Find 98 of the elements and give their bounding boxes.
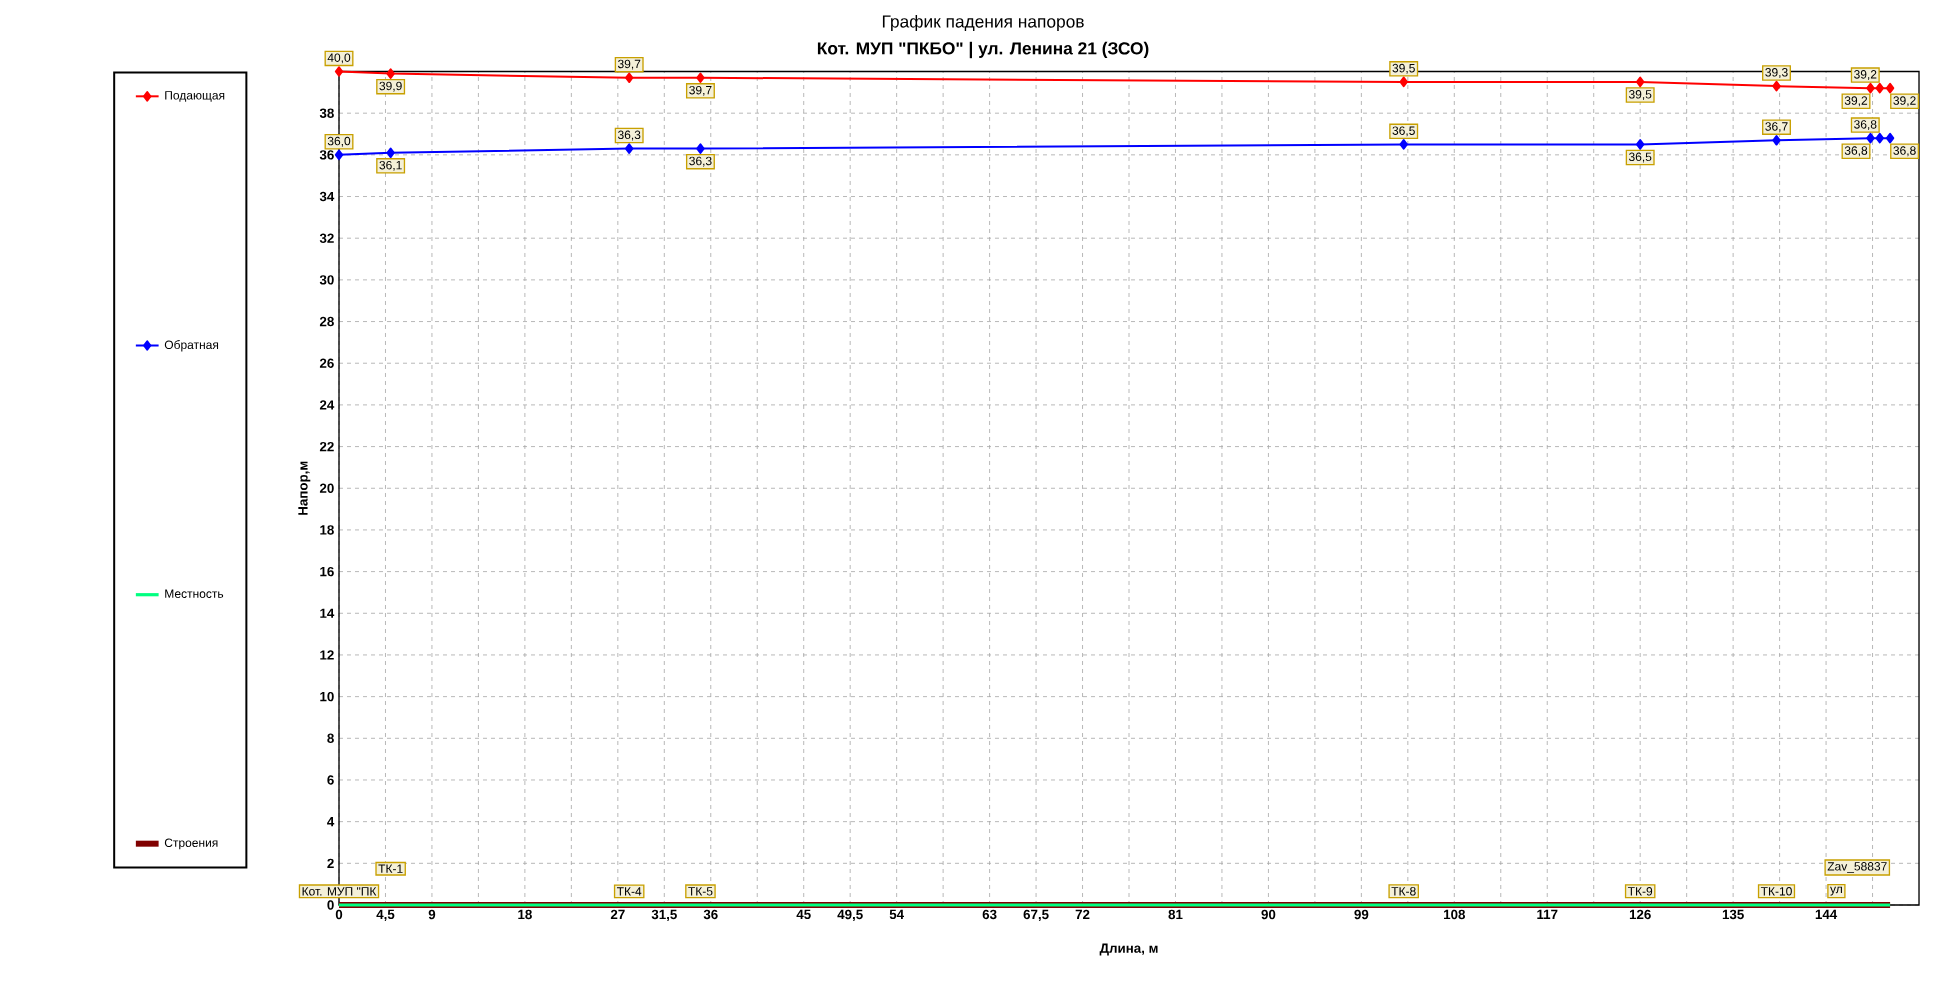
point — [1885, 82, 1895, 94]
y-tick-label: 34 — [319, 191, 335, 202]
point — [1772, 80, 1781, 92]
data-label: 36,8 — [1893, 146, 1916, 157]
data-label: 39,5 — [1628, 90, 1652, 100]
data-label: 39,7 — [689, 85, 712, 96]
x-tick-label: 90 — [1261, 909, 1276, 920]
point — [1875, 82, 1884, 94]
annotation: ТК-8 — [1391, 887, 1416, 896]
y-tick-label: 38 — [319, 108, 334, 118]
x-tick-label: 135 — [1722, 909, 1744, 920]
x-tick-label: 45 — [796, 909, 811, 920]
y-tick-label: 4 — [327, 817, 335, 827]
point — [1772, 135, 1781, 146]
data-label: 40,0 — [327, 53, 351, 64]
annotation: ТК-4 — [616, 887, 642, 896]
data-label: 36,8 — [1844, 146, 1868, 157]
data-label: 39,5 — [1392, 63, 1415, 74]
y-tick-label: 36 — [319, 150, 334, 160]
y-tick-label: 10 — [320, 691, 334, 702]
x-axis-title: Длина, м — [1099, 943, 1158, 956]
x-tick-label: 126 — [1629, 909, 1651, 920]
annotation: ул — [1830, 886, 1842, 896]
point — [1885, 132, 1895, 144]
x-tick-label: 18 — [518, 909, 532, 920]
x-tick-label: 117 — [1537, 909, 1558, 919]
point — [386, 68, 395, 79]
x-tick-label: 99 — [1354, 909, 1369, 920]
y-tick-label: 32 — [319, 233, 334, 243]
y-tick-label: 6 — [327, 775, 334, 785]
point — [624, 143, 634, 154]
point — [1399, 76, 1408, 88]
annotation: ТК-1 — [378, 864, 403, 873]
data-label: 36,7 — [1765, 122, 1788, 133]
data-label: 39,2 — [1854, 70, 1877, 81]
y-tick-label: 30 — [319, 275, 334, 285]
point — [334, 149, 344, 161]
data-label: 36,8 — [1854, 120, 1877, 131]
x-tick-label: 67,5 — [1023, 909, 1049, 922]
legend-label: Подающая — [165, 91, 225, 102]
x-tick-label: 31,5 — [651, 909, 677, 922]
data-label: 39,7 — [617, 59, 641, 70]
annotation: Zav_58837 — [1827, 862, 1887, 873]
y-tick-label: 16 — [320, 566, 334, 577]
chart-title: График падения напоров — [882, 14, 1084, 32]
y-tick-label: 24 — [319, 400, 335, 410]
data-label: 36,0 — [327, 136, 351, 147]
legend-label: Обратная — [164, 340, 219, 352]
legend-label: Строения — [164, 838, 218, 850]
x-tick-label: 4,5 — [376, 909, 395, 921]
data-label: 36,3 — [689, 156, 712, 167]
y-tick-label: 26 — [319, 358, 334, 368]
x-tick-label: 108 — [1444, 909, 1466, 920]
x-tick-label: 144 — [1815, 909, 1838, 919]
y-tick-label: 2 — [327, 858, 334, 868]
y-tick-label: 12 — [320, 650, 334, 660]
point — [334, 66, 344, 77]
annotation: Кот. МУП "ПК — [302, 887, 377, 896]
point — [1866, 82, 1875, 94]
point — [1866, 132, 1875, 144]
point — [1875, 132, 1884, 144]
point — [1635, 139, 1645, 150]
x-tick-label: 36 — [703, 909, 718, 920]
y-tick-label: 14 — [320, 608, 335, 618]
y-axis-title: Напор,м — [298, 461, 311, 515]
data-label: 39,9 — [379, 81, 402, 92]
data-label: 39,2 — [1893, 96, 1916, 107]
x-tick-label: 54 — [889, 909, 904, 920]
y-tick-label: 28 — [319, 316, 334, 327]
data-label: 39,3 — [1765, 68, 1788, 78]
y-tick-label: 8 — [327, 733, 334, 744]
x-tick-label: 9 — [428, 909, 436, 920]
annotation: ТК-9 — [1627, 887, 1653, 896]
x-tick-label: 72 — [1075, 909, 1090, 920]
x-tick-label: 0 — [335, 909, 343, 920]
x-tick-label: 81 — [1168, 909, 1183, 920]
y-tick-label: 22 — [319, 441, 334, 452]
y-tick-label: 0 — [327, 900, 334, 910]
legend-label: Местность — [165, 589, 224, 598]
point — [624, 72, 634, 84]
y-tick-label: 18 — [320, 525, 334, 535]
point — [1399, 139, 1408, 150]
annotation: ТК-10 — [1760, 887, 1792, 896]
x-tick-label: 27 — [610, 909, 625, 920]
data-label: 36,1 — [379, 160, 402, 171]
data-label: 39,2 — [1844, 96, 1868, 107]
data-label: 36,5 — [1628, 152, 1652, 163]
data-label: 36,5 — [1392, 126, 1415, 137]
y-tick-label: 20 — [319, 483, 334, 493]
data-label: 36,3 — [617, 130, 641, 141]
point — [696, 72, 705, 84]
point — [696, 143, 705, 154]
annotation: ТК-5 — [688, 887, 713, 896]
x-tick-label: 63 — [982, 909, 997, 920]
point — [386, 147, 395, 159]
x-tick-label: 49,5 — [837, 909, 863, 922]
chart-subtitle: Кот. МУП "ПКБО" | ул. Ленина 21 (ЗСО) — [817, 41, 1149, 59]
point — [1635, 76, 1645, 88]
